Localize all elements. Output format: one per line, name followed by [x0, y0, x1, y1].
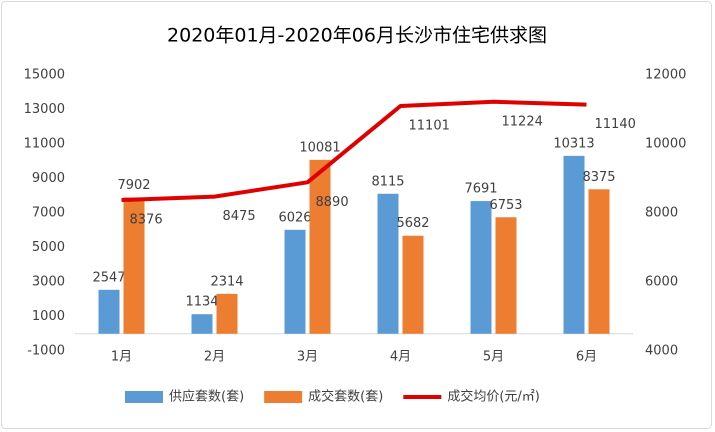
y-tick-label: 9000 [32, 171, 65, 186]
bar [309, 159, 331, 334]
bar [470, 201, 492, 334]
price-label: 8890 [316, 195, 349, 210]
y-tick-label: 5000 [32, 240, 65, 255]
y-tick-label: 1000 [32, 309, 65, 324]
x-tick-label: 2月 [204, 350, 225, 365]
bar-label: 8375 [582, 170, 615, 185]
bar [123, 197, 145, 334]
x-tick-label: 3月 [297, 350, 318, 365]
bar-label: 5682 [396, 216, 429, 231]
x-tick-label: 1月 [111, 350, 132, 365]
bar [216, 293, 238, 334]
legend-label: 成交均价(元/㎡) [447, 389, 540, 405]
x-tick-label: 6月 [576, 350, 597, 365]
bar-label: 10081 [299, 140, 340, 155]
x-tick-label: 4月 [390, 350, 411, 365]
bar-label: 6753 [489, 198, 522, 213]
price-label: 8475 [223, 209, 256, 224]
y2-tick-label: 6000 [645, 275, 678, 290]
y-tick-label: 15000 [24, 68, 65, 83]
bar-label: 8115 [371, 174, 404, 189]
y2-tick-label: 8000 [645, 206, 678, 221]
bar [402, 235, 424, 334]
legend-label: 供应套数(套) [169, 389, 244, 405]
bar [563, 155, 585, 334]
y-tick-label: 7000 [32, 206, 65, 221]
x-tick-label: 5月 [483, 350, 504, 365]
bar-label: 6026 [278, 210, 311, 225]
bar [191, 314, 213, 334]
price-label: 11101 [409, 119, 450, 134]
y-tick-label: -1000 [27, 344, 65, 359]
price-label: 11140 [595, 117, 636, 132]
bar-label: 1134 [185, 295, 218, 310]
bar-label: 2314 [210, 274, 243, 289]
bar-label: 2547 [92, 270, 125, 285]
bar-label: 7691 [464, 182, 497, 197]
bar-label: 7902 [117, 178, 150, 193]
y2-tick-label: 12000 [645, 68, 686, 83]
price-label: 8376 [130, 213, 163, 228]
bar [495, 217, 517, 334]
y2-tick-label: 10000 [645, 137, 686, 152]
y-tick-label: 11000 [24, 137, 65, 152]
bar [284, 229, 306, 334]
legend-swatch [125, 391, 163, 403]
y-tick-label: 3000 [32, 275, 65, 290]
bar-label: 10313 [553, 136, 594, 151]
bar [588, 189, 610, 334]
legend-label: 成交套数(套) [308, 389, 383, 405]
y2-tick-label: 4000 [645, 344, 678, 359]
y-tick-label: 13000 [24, 102, 65, 117]
bar [377, 193, 399, 334]
price-label: 11224 [502, 114, 543, 129]
legend-swatch [264, 391, 303, 403]
chart-title: 2020年01月-2020年06月长沙市住宅供求图 [167, 25, 547, 47]
price-line [121, 99, 587, 203]
bar [98, 289, 120, 334]
